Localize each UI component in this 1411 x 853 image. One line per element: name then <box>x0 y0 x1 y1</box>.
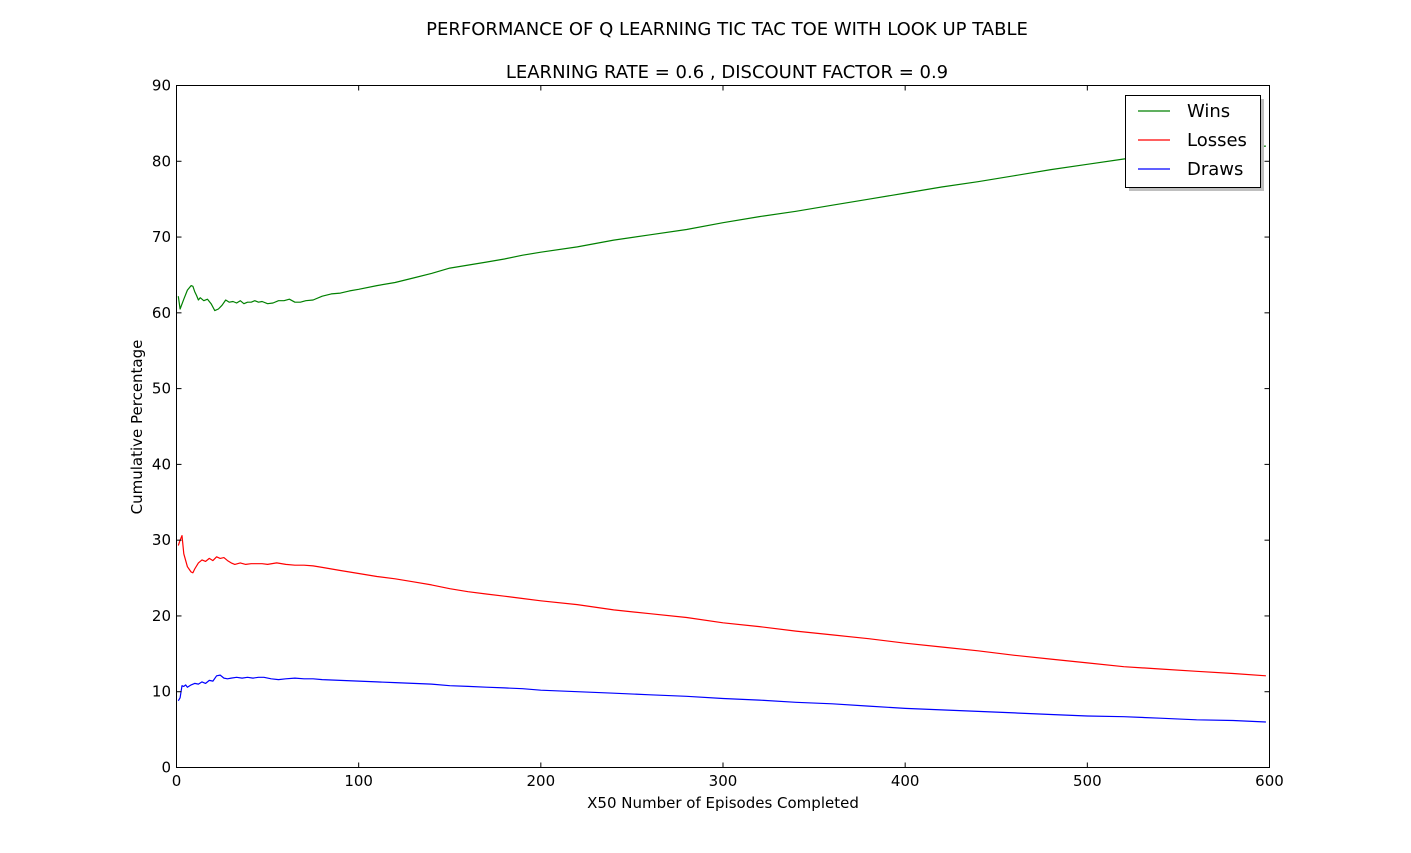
chart-title: PERFORMANCE OF Q LEARNING TIC TAC TOE WI… <box>426 19 1028 40</box>
x-tick-label: 100 <box>344 772 373 790</box>
y-tick-label: 80 <box>152 152 171 170</box>
plot-frame <box>176 85 1270 768</box>
series-line-losses <box>177 534 1266 677</box>
x-tick-label: 0 <box>172 772 182 790</box>
series-line-draws <box>177 674 1266 723</box>
x-tick-label: 400 <box>891 772 920 790</box>
x-axis-label: X50 Number of Episodes Completed <box>587 794 859 812</box>
legend: Wins Losses Draws <box>1125 95 1264 191</box>
y-axis-label: Cumulative Percentage <box>128 340 146 515</box>
y-tick-label: 70 <box>152 228 171 246</box>
y-tick-label: 90 <box>152 77 171 95</box>
legend-label-losses: Losses <box>1187 130 1247 151</box>
x-tick-label: 500 <box>1073 772 1102 790</box>
y-tick-label: 10 <box>152 683 171 701</box>
x-tick-label: 300 <box>709 772 738 790</box>
chart-subtitle: LEARNING RATE = 0.6 , DISCOUNT FACTOR = … <box>506 62 948 83</box>
series-layer <box>177 145 1266 723</box>
ticks-layer: 0 100 200 300 400 500 600 0 10 20 30 40 50 60 70 80 90 <box>152 77 1284 791</box>
legend-label-draws: Draws <box>1187 159 1243 180</box>
y-tick-label: 50 <box>152 380 171 398</box>
y-tick-label: 60 <box>152 304 171 322</box>
x-tick-label: 600 <box>1255 772 1284 790</box>
y-tick-label: 20 <box>152 607 171 625</box>
series-line-wins <box>177 145 1266 312</box>
x-tick-label: 200 <box>527 772 556 790</box>
legend-label-wins: Wins <box>1187 101 1230 122</box>
y-tick-label: 0 <box>161 759 171 777</box>
y-tick-label: 40 <box>152 455 171 473</box>
y-tick-label: 30 <box>152 531 171 549</box>
